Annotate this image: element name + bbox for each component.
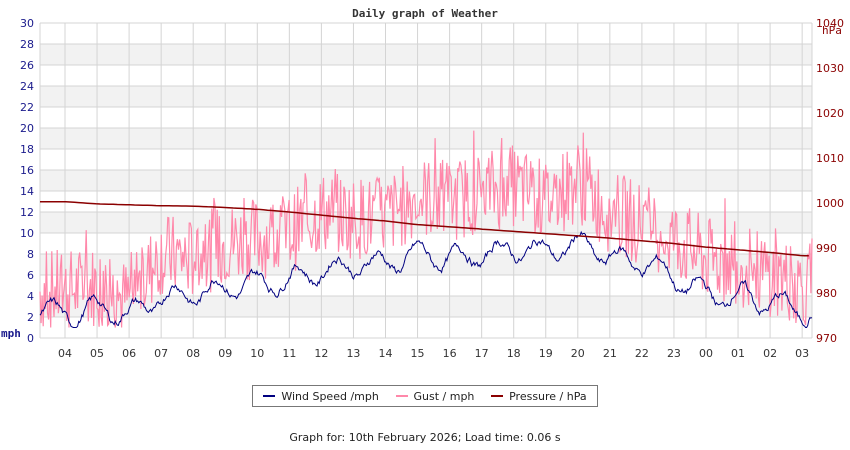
svg-text:12: 12	[20, 206, 34, 219]
svg-text:22: 22	[635, 347, 649, 360]
svg-text:17: 17	[475, 347, 489, 360]
svg-text:980: 980	[816, 287, 837, 300]
chart-series	[39, 130, 813, 328]
weather-chart: Daily graph of Weather 02468101214161820…	[1, 7, 844, 360]
svg-text:03: 03	[795, 347, 809, 360]
svg-text:16: 16	[20, 164, 34, 177]
right-axis-label: hPa	[822, 24, 842, 37]
svg-text:1020: 1020	[816, 107, 844, 120]
svg-text:01: 01	[731, 347, 745, 360]
svg-text:990: 990	[816, 242, 837, 255]
legend-label: Wind Speed /mph	[281, 389, 379, 403]
svg-text:00: 00	[699, 347, 713, 360]
chart-legend: Wind Speed /mph Gust / mph Pressure / hP…	[252, 385, 598, 407]
svg-text:04: 04	[58, 347, 72, 360]
svg-text:18: 18	[20, 143, 34, 156]
svg-text:16: 16	[443, 347, 457, 360]
svg-text:24: 24	[20, 80, 34, 93]
svg-text:05: 05	[90, 347, 104, 360]
svg-text:26: 26	[20, 59, 34, 72]
svg-text:2: 2	[27, 311, 34, 324]
svg-text:0: 0	[27, 332, 34, 345]
svg-text:970: 970	[816, 332, 837, 345]
svg-text:10: 10	[250, 347, 264, 360]
svg-text:12: 12	[314, 347, 328, 360]
gust-swatch-icon	[395, 395, 408, 397]
svg-text:22: 22	[20, 101, 34, 114]
svg-text:23: 23	[667, 347, 681, 360]
svg-text:20: 20	[571, 347, 585, 360]
svg-text:4: 4	[27, 290, 34, 303]
svg-text:14: 14	[379, 347, 393, 360]
svg-text:08: 08	[186, 347, 200, 360]
svg-text:6: 6	[27, 269, 34, 282]
svg-text:09: 09	[218, 347, 232, 360]
svg-text:14: 14	[20, 185, 34, 198]
x-axis-ticks: 04 05 06 07 08 09 10 11 12 13 14 15 16 17 18 19 20 21 22 23…	[58, 347, 809, 360]
legend-label: Pressure / hPa	[509, 389, 587, 403]
svg-text:07: 07	[154, 347, 168, 360]
graph-footer: Graph for: 10th February 2026; Load time…	[289, 431, 561, 444]
pressure-swatch-icon	[491, 395, 504, 397]
left-axis-label: mph	[1, 327, 21, 340]
wind-speed-swatch-icon	[263, 395, 276, 397]
svg-text:1000: 1000	[816, 197, 844, 210]
svg-text:21: 21	[603, 347, 617, 360]
svg-text:10: 10	[20, 227, 34, 240]
legend-item-wind-speed: Wind Speed /mph	[263, 390, 379, 403]
legend-item-pressure: Pressure / hPa	[491, 390, 587, 403]
svg-text:13: 13	[346, 347, 360, 360]
svg-text:1040: 1040	[816, 17, 844, 30]
svg-text:20: 20	[20, 122, 34, 135]
svg-text:19: 19	[539, 347, 553, 360]
svg-text:8: 8	[27, 248, 34, 261]
svg-text:06: 06	[122, 347, 136, 360]
legend-item-gust: Gust / mph	[395, 389, 475, 403]
svg-text:18: 18	[507, 347, 521, 360]
svg-text:15: 15	[411, 347, 425, 360]
svg-text:1010: 1010	[816, 152, 844, 165]
right-axis-ticks: 970 980 990 1000 1010 1020 1030 1040	[816, 17, 844, 345]
legend-label: Gust / mph	[413, 389, 475, 403]
svg-text:02: 02	[763, 347, 777, 360]
svg-text:1030: 1030	[816, 62, 844, 75]
svg-text:11: 11	[282, 347, 296, 360]
chart-title: Daily graph of Weather	[352, 7, 498, 20]
svg-text:30: 30	[20, 17, 34, 30]
svg-text:28: 28	[20, 38, 34, 51]
